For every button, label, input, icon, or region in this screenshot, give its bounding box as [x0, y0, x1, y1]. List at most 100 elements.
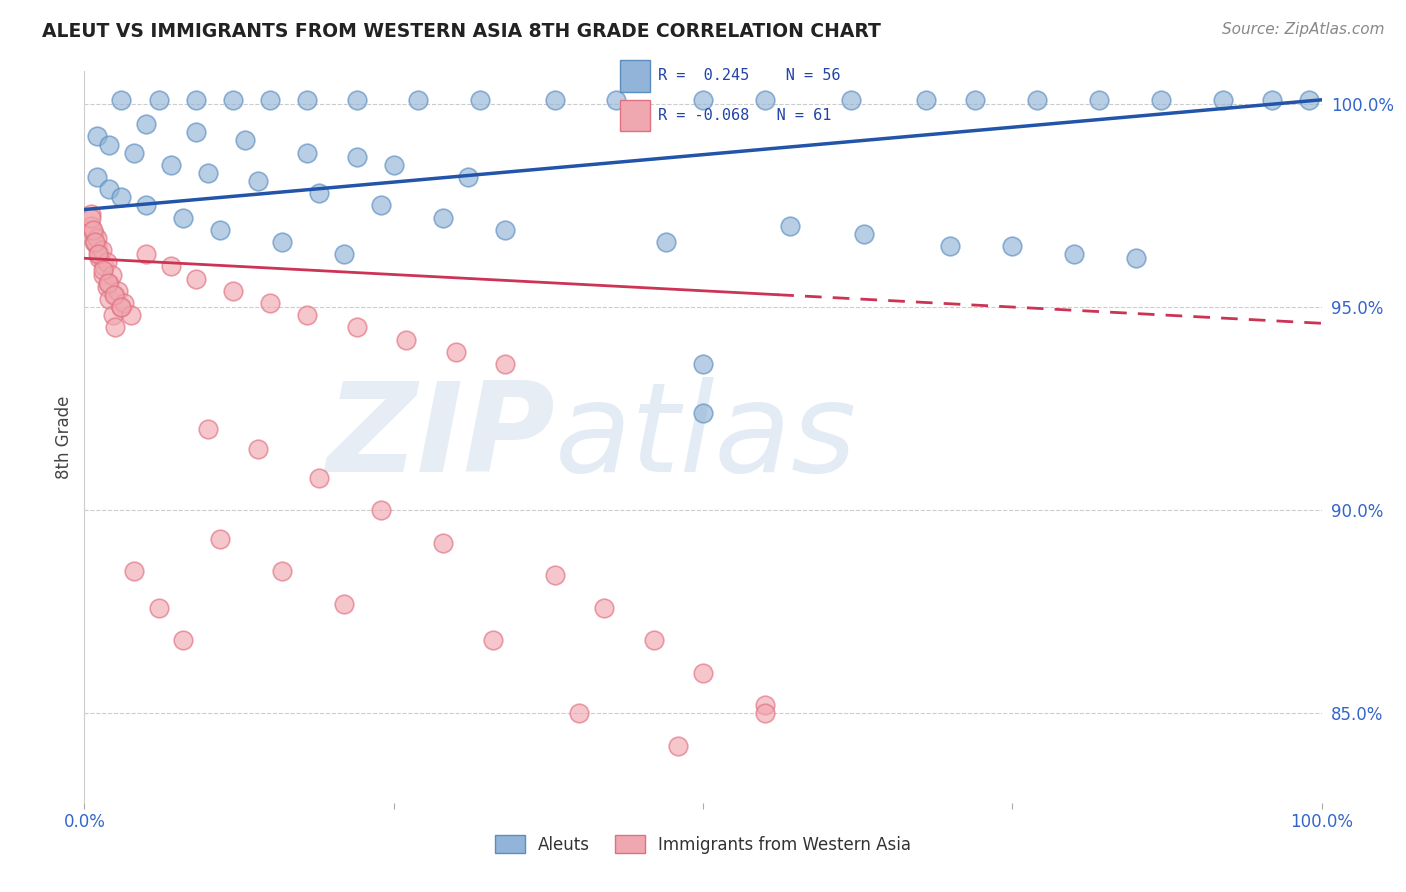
Point: [110, 300, 132, 314]
Point: [120, 308, 142, 322]
Point: [1125, 252, 1147, 266]
Point: [346, 93, 368, 107]
Y-axis label: 8th Grade: 8th Grade: [55, 395, 73, 479]
Point: [135, 117, 157, 131]
Point: [754, 698, 776, 713]
Point: [91, 268, 114, 282]
Point: [432, 535, 454, 549]
Point: [82, 223, 104, 237]
Point: [1088, 93, 1111, 107]
Point: [382, 158, 405, 172]
Point: [246, 174, 269, 188]
Point: [370, 503, 392, 517]
Point: [543, 93, 565, 107]
Point: [160, 158, 183, 172]
Point: [197, 166, 219, 180]
Point: [841, 93, 863, 107]
Point: [110, 93, 132, 107]
Point: [295, 93, 318, 107]
Point: [1261, 93, 1284, 107]
Point: [222, 93, 245, 107]
Point: [779, 219, 801, 233]
Text: R = -0.068   N = 61: R = -0.068 N = 61: [658, 108, 831, 123]
Point: [135, 247, 157, 261]
Point: [852, 227, 875, 241]
Point: [96, 255, 118, 269]
Point: [86, 169, 108, 184]
Point: [79, 219, 101, 233]
Point: [1026, 93, 1049, 107]
Point: [135, 198, 157, 212]
Point: [98, 292, 121, 306]
Point: [104, 288, 127, 302]
Point: [84, 235, 107, 249]
Point: [1001, 239, 1024, 253]
Point: [122, 145, 145, 160]
Point: [100, 268, 122, 282]
Bar: [620, 100, 650, 131]
Text: R =  0.245    N = 56: R = 0.245 N = 56: [658, 69, 841, 84]
Point: [93, 260, 115, 274]
Point: [91, 263, 114, 277]
Point: [605, 93, 627, 107]
Point: [122, 564, 145, 578]
Point: [97, 276, 120, 290]
Point: [83, 227, 105, 241]
Text: Source: ZipAtlas.com: Source: ZipAtlas.com: [1222, 22, 1385, 37]
Point: [90, 243, 112, 257]
Point: [408, 93, 430, 107]
Point: [184, 271, 207, 285]
Point: [494, 357, 516, 371]
Legend: Aleuts, Immigrants from Western Asia: Aleuts, Immigrants from Western Asia: [488, 829, 918, 860]
Point: [444, 344, 467, 359]
Point: [184, 125, 207, 139]
Point: [259, 296, 281, 310]
Point: [209, 532, 232, 546]
Point: [308, 186, 330, 201]
Point: [271, 564, 294, 578]
Point: [346, 320, 368, 334]
Point: [246, 442, 269, 457]
Point: [112, 296, 135, 310]
Point: [79, 211, 101, 225]
Point: [98, 276, 121, 290]
Point: [432, 211, 454, 225]
Point: [160, 260, 183, 274]
Point: [89, 252, 111, 266]
Point: [271, 235, 294, 249]
Point: [148, 93, 170, 107]
Point: [333, 247, 356, 261]
Point: [543, 568, 565, 582]
Point: [172, 211, 194, 225]
Point: [86, 231, 108, 245]
Point: [395, 333, 418, 347]
Point: [98, 137, 121, 152]
Text: ZIP: ZIP: [326, 376, 554, 498]
Point: [259, 93, 281, 107]
Point: [1150, 93, 1173, 107]
Point: [1063, 247, 1085, 261]
Point: [346, 150, 368, 164]
Point: [470, 93, 492, 107]
Point: [104, 320, 127, 334]
Point: [295, 145, 318, 160]
Point: [494, 223, 516, 237]
Point: [481, 633, 503, 648]
Point: [593, 600, 616, 615]
Point: [692, 93, 714, 107]
Point: [643, 633, 665, 648]
Point: [370, 198, 392, 212]
Point: [98, 182, 121, 196]
Point: [87, 247, 110, 261]
Point: [308, 471, 330, 485]
Point: [965, 93, 987, 107]
Point: [914, 93, 936, 107]
Point: [148, 600, 170, 615]
Point: [333, 597, 356, 611]
Point: [295, 308, 318, 322]
Point: [107, 284, 129, 298]
Point: [101, 308, 124, 322]
Point: [754, 93, 776, 107]
Point: [110, 300, 132, 314]
Point: [96, 279, 118, 293]
